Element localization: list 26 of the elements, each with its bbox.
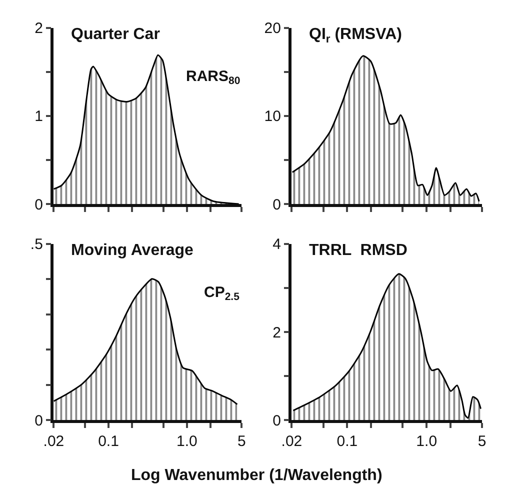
y-tick-label: 0 xyxy=(34,196,43,214)
x-tick-label: 0.1 xyxy=(98,432,119,450)
x-tick-label: 1.0 xyxy=(176,432,198,450)
y-tick-label: 20 xyxy=(264,20,281,37)
chart-title: QI$_{r}$ (RMSVA) xyxy=(309,26,402,46)
y-tick-label: 10 xyxy=(264,108,281,126)
y-tick-label: 2 xyxy=(272,324,281,342)
chart-title: TRRL RMSD xyxy=(309,242,408,259)
x-axis-title: Log Wavenumber (1/Wavelength) xyxy=(131,467,382,484)
y-tick-label: 0 xyxy=(34,412,43,430)
x-tick-label: 5 xyxy=(478,432,486,450)
y-tick-label: 2 xyxy=(34,20,43,37)
chart-title: Moving Average xyxy=(71,242,194,259)
x-tick-label: 1.0 xyxy=(416,432,438,450)
x-tick-label: .02 xyxy=(43,432,64,450)
annotation: RARS$_{80}$ xyxy=(186,68,240,88)
y-tick-label: .5 xyxy=(30,236,43,254)
y-tick-label: 0 xyxy=(272,196,281,214)
annotation: CP$_{2.5}$ xyxy=(204,284,240,304)
y-tick-label: 4 xyxy=(272,236,281,254)
y-tick-label: 0 xyxy=(272,412,281,430)
y-tick-label: 1 xyxy=(34,108,43,126)
x-tick-label: 5 xyxy=(238,432,246,450)
x-tick-label: 0.1 xyxy=(336,432,358,450)
x-tick-label: .02 xyxy=(281,432,302,450)
chart-title: Quarter Car xyxy=(71,26,160,43)
